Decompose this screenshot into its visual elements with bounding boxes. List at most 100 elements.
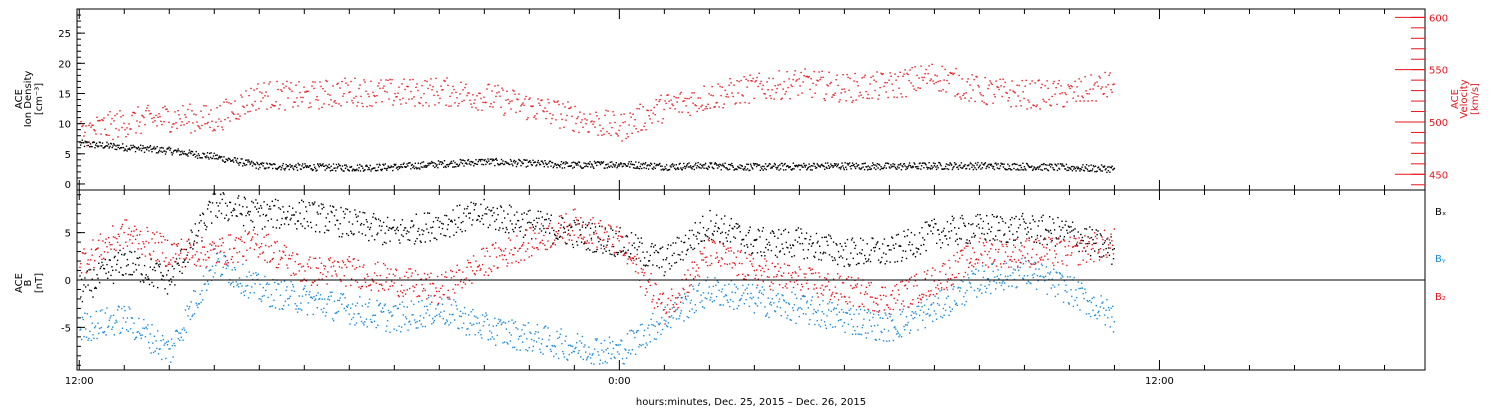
by-point [742,284,744,287]
density-point [510,160,512,162]
by-point [945,297,948,299]
density-point [609,161,611,163]
bx-point [613,254,615,256]
velocity-point [414,105,416,107]
density-point [168,146,170,148]
velocity-point [974,100,976,103]
bx-point [450,219,453,222]
by-point [728,283,730,285]
density-point [824,162,827,164]
density-point [943,168,945,170]
density-point [945,163,948,165]
velocity-point [589,113,591,115]
bx-point [738,225,741,227]
bx-point [93,269,95,271]
density-point [110,143,113,145]
density-point [677,167,679,169]
density-point [579,165,581,167]
density-point [908,164,910,166]
by-point [1071,295,1073,298]
velocity-point [731,92,733,94]
by-point [692,285,694,287]
density-point [926,168,929,170]
bx-point [347,234,350,237]
density-point [1112,168,1115,170]
velocity-point [585,123,587,125]
bx-point [1080,239,1083,241]
by-point [624,348,626,350]
bx-point [1062,226,1064,229]
density-point [1002,166,1005,168]
velocity-point [166,108,168,110]
bx-point [91,278,93,280]
bx-point [535,225,537,228]
density-point [482,158,484,161]
by-point [852,326,854,328]
by-point [580,342,583,344]
bx-point [393,219,395,221]
density-point [935,168,938,171]
velocity-point [541,99,543,101]
velocity-point [608,132,610,135]
by-point [880,330,882,333]
bx-point [886,245,889,247]
density-point [107,145,109,147]
by-point [822,300,824,302]
velocity-point [970,97,972,99]
density-point [139,147,141,150]
bx-point [135,269,138,271]
density-point [922,162,924,164]
by-point [275,288,278,291]
density-point [234,157,236,159]
bx-point [435,216,437,219]
velocity-point [788,78,790,80]
density-point [236,161,238,163]
bx-point [960,238,962,240]
velocity-point [852,99,854,102]
bx-point [332,205,334,208]
bx-point [147,276,149,278]
bz-point [107,251,109,254]
density-point [710,162,713,164]
bx-point [993,215,995,218]
bx-point [1040,216,1043,218]
density-point [433,162,435,164]
by-point [522,341,524,343]
by-point [97,322,99,324]
by-point [308,293,310,296]
by-point [962,281,964,283]
by-point [974,273,976,275]
bx-point [358,231,360,233]
density-point [849,165,851,168]
by-point [998,278,1000,280]
bx-point [197,235,199,237]
bx-point [627,249,629,251]
bx-point [202,213,205,216]
bx-point [82,290,84,292]
bx-point [80,278,83,281]
bx-point [738,226,740,228]
bx-point [584,242,586,244]
bx-point [854,247,856,250]
density-point [633,164,635,166]
by-point [262,286,264,289]
bx-point [137,257,139,260]
by-point [456,308,458,310]
density-point [626,165,628,167]
by-point [179,339,181,341]
density-point [644,162,647,164]
density-point [911,167,913,169]
by-point [184,309,187,311]
bx-point [701,240,703,242]
by-point [314,299,316,302]
by-point [943,314,945,316]
velocity-point [129,128,131,130]
density-point [674,168,677,171]
by-point [751,298,753,300]
density-point [452,160,455,162]
velocity-point [437,94,439,97]
by-point [846,312,849,314]
bx-point [823,251,825,253]
bx-point [913,252,915,255]
velocity-point [834,92,836,94]
